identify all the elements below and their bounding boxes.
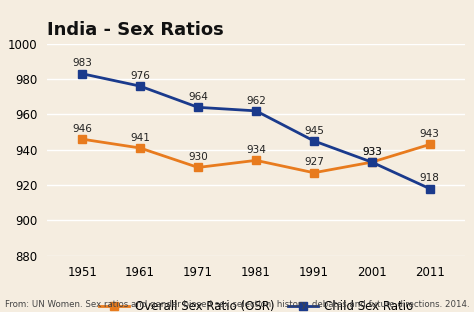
- Legend: Overall Sex Ratio (OSR), Child Sex Ratio: Overall Sex Ratio (OSR), Child Sex Ratio: [94, 296, 418, 312]
- Text: 946: 946: [72, 124, 92, 134]
- Text: 976: 976: [130, 71, 150, 81]
- Text: 962: 962: [246, 95, 266, 105]
- Text: 941: 941: [130, 133, 150, 143]
- Text: From: UN Women. Sex ratios and gender biased sex selection: history, debates and: From: UN Women. Sex ratios and gender bi…: [5, 300, 469, 309]
- Text: 943: 943: [420, 129, 440, 139]
- Text: 934: 934: [246, 145, 266, 155]
- Text: India - Sex Ratios: India - Sex Ratios: [47, 21, 224, 39]
- Text: 983: 983: [72, 58, 92, 68]
- Text: 933: 933: [362, 147, 382, 157]
- Text: 927: 927: [304, 158, 324, 168]
- Text: 945: 945: [304, 126, 324, 136]
- Text: 964: 964: [188, 92, 208, 102]
- Text: 933: 933: [362, 147, 382, 157]
- Text: 930: 930: [188, 152, 208, 162]
- Text: 918: 918: [420, 173, 440, 183]
